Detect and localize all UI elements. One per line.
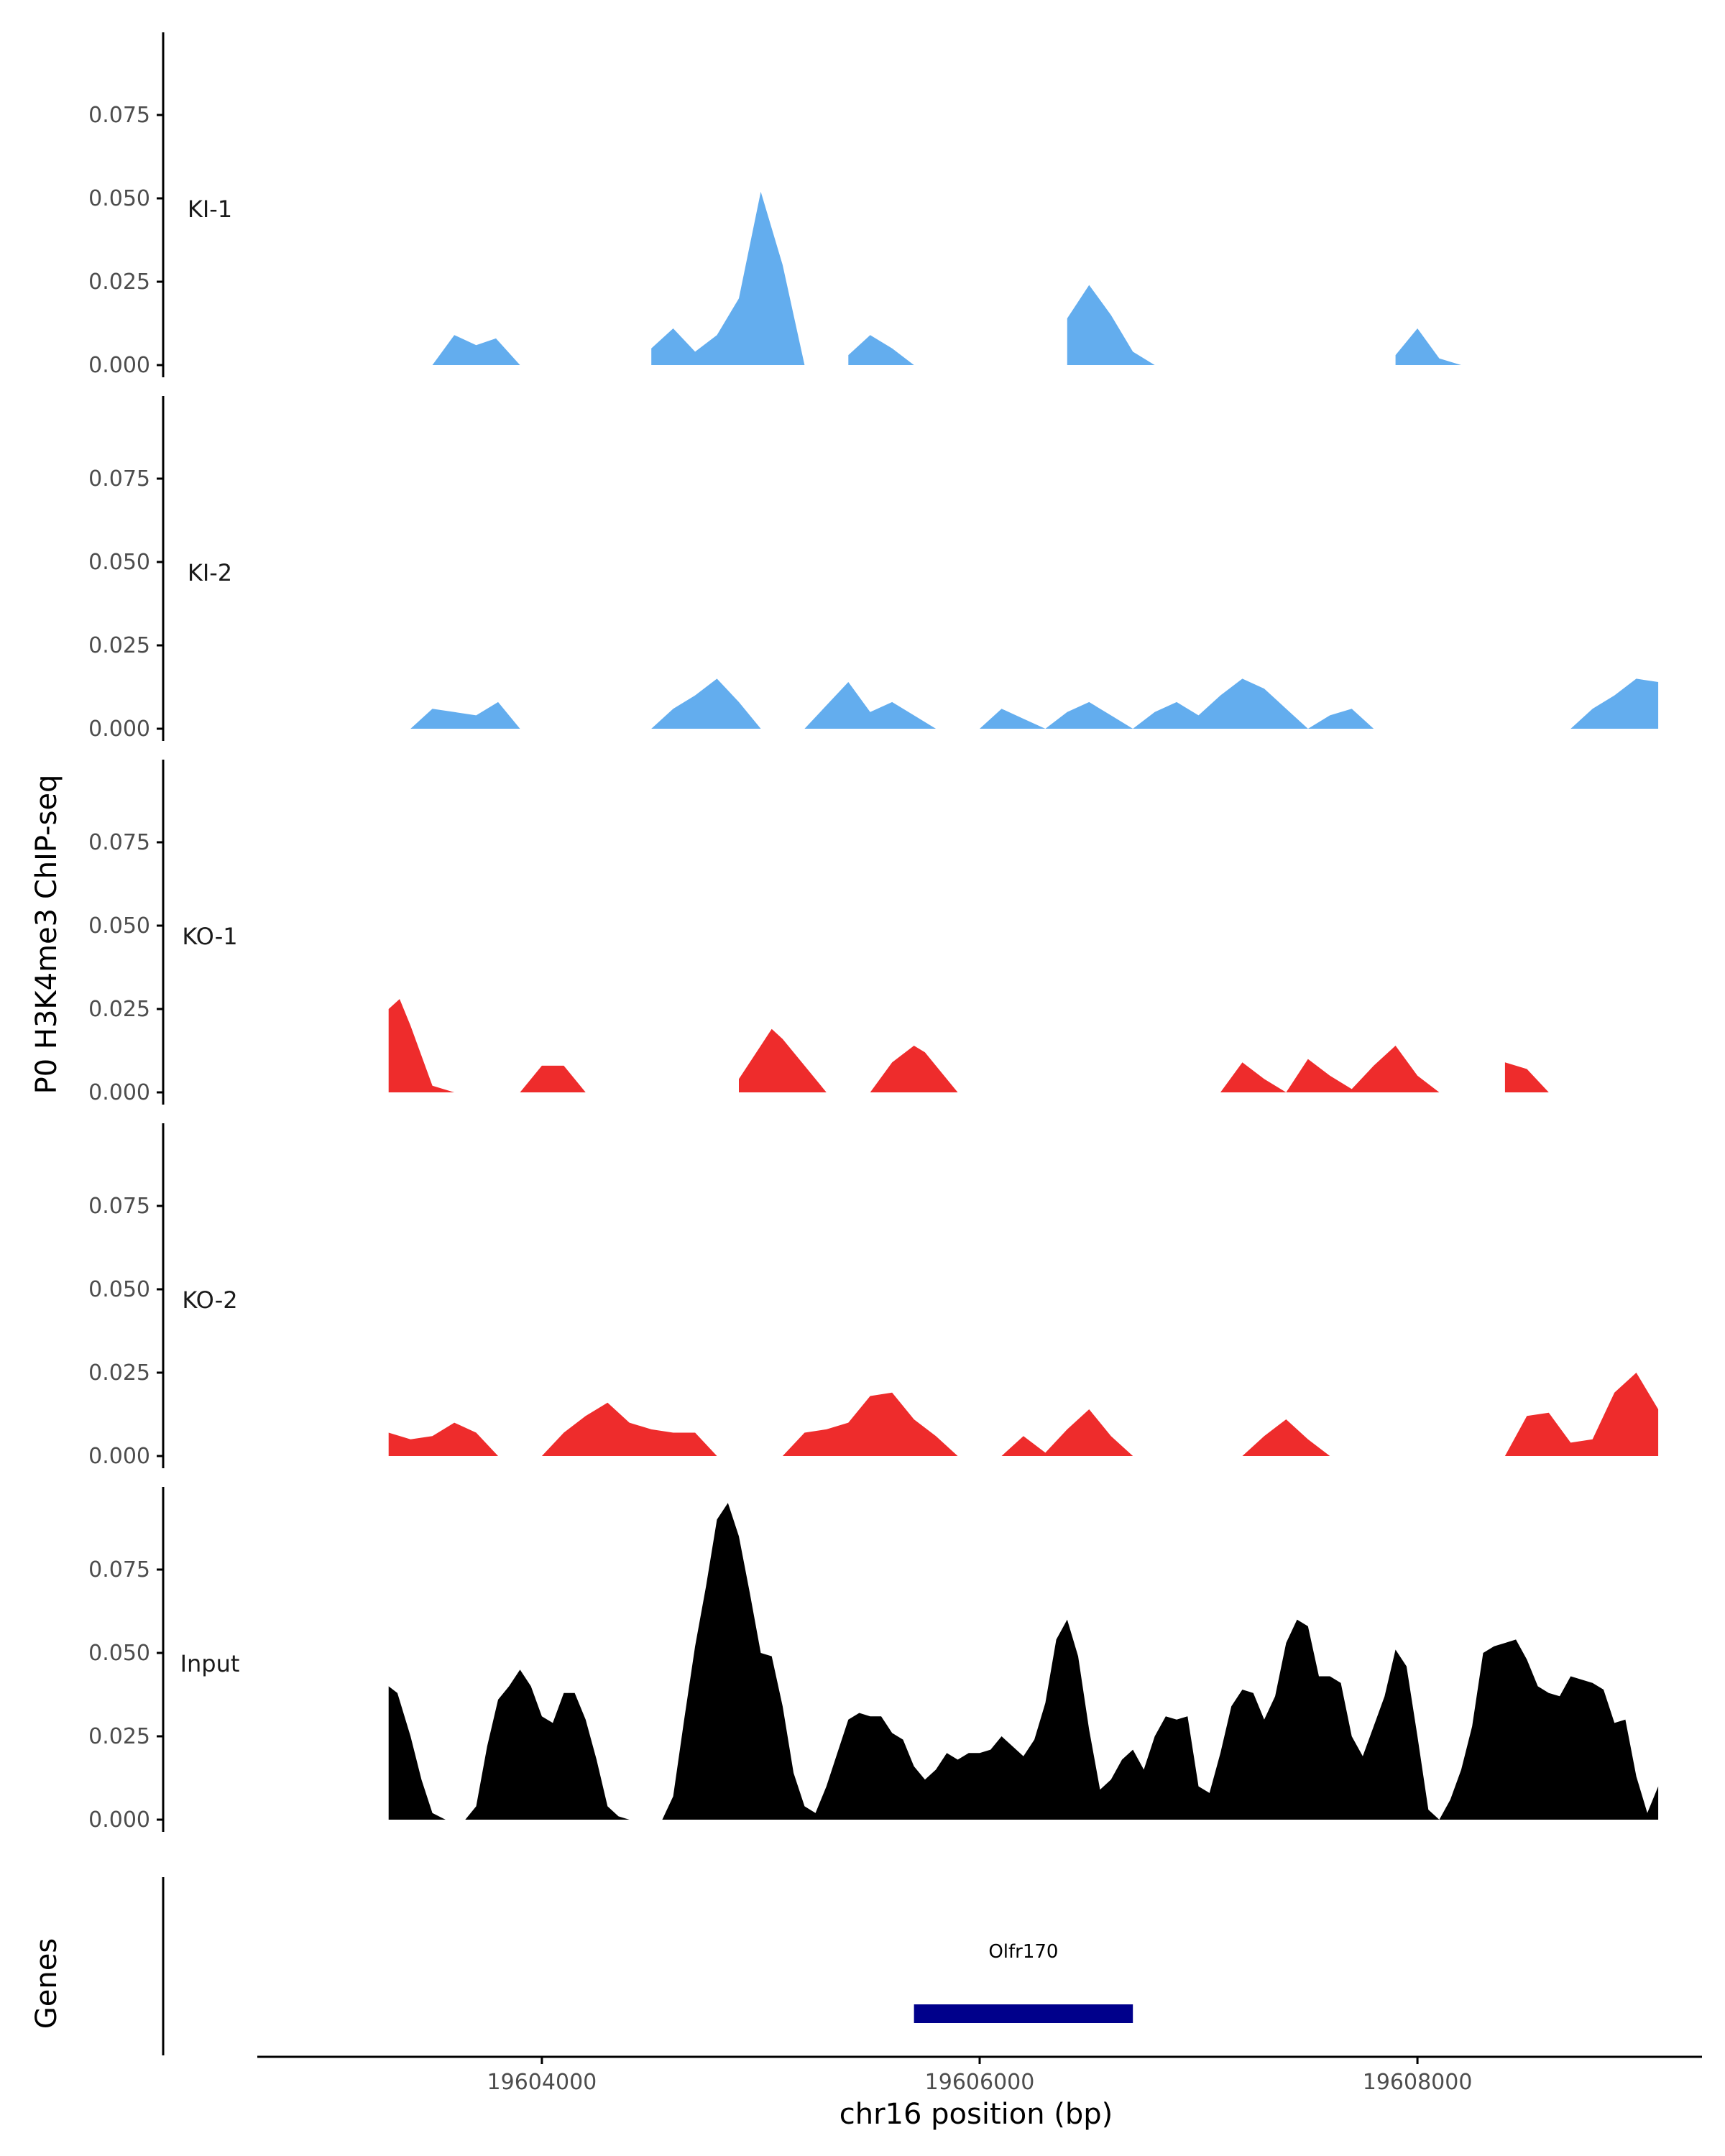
genes-panel: Olfr170	[162, 1877, 1133, 2055]
signal-peak	[1504, 1062, 1549, 1092]
signal-peak	[980, 678, 1374, 729]
signal-peak	[388, 1422, 498, 1456]
signal-peak	[870, 1046, 958, 1092]
track-label: Input	[180, 1650, 240, 1677]
track-ko-1: 0.000 0.025 0.050 0.075 KO-1	[88, 760, 1549, 1105]
y-tick-label: 0.050	[88, 1641, 150, 1666]
signal-peak	[1570, 678, 1659, 729]
signal-peak	[410, 701, 520, 729]
y-tick-label: 0.075	[88, 830, 150, 855]
y-tick-label: 0.025	[88, 1724, 150, 1749]
y-tick-label: 0.025	[88, 997, 150, 1022]
signal-peak	[465, 1669, 630, 1820]
y-tick-label: 0.000	[88, 1080, 150, 1105]
tracks-layer: 0.0000.0250.0500.075KI-10.0000.0250.0500…	[88, 32, 1659, 1833]
gene-body	[914, 2004, 1133, 2023]
signal-peak	[804, 682, 937, 729]
y-tick-label: 0.075	[88, 1557, 150, 1583]
signal-peak	[848, 335, 914, 365]
y-tick-label: 0.025	[88, 270, 150, 295]
y-tick-label: 0.000	[88, 717, 150, 742]
y-tick-label: 0.000	[88, 1444, 150, 1469]
gene-label: Olfr170	[988, 1941, 1058, 1963]
signal-peak	[1504, 1373, 1659, 1456]
y-tick-label: 0.000	[88, 353, 150, 378]
signal-peak	[1395, 328, 1461, 365]
x-tick-label: 19608000	[1363, 2070, 1473, 2095]
signal-peak	[782, 1392, 958, 1456]
y-tick-label: 0.075	[88, 1194, 150, 1219]
track-label: KO-2	[182, 1286, 237, 1314]
y-tick-label: 0.050	[88, 186, 150, 211]
signal-peak	[1242, 1419, 1330, 1456]
y-tick-label: 0.075	[88, 466, 150, 492]
signal-peak	[432, 335, 520, 365]
genes-axis-title: Genes	[30, 1938, 63, 2029]
track-ki-2: 0.000 0.025 0.050 0.075 KI-2	[88, 396, 1659, 742]
y-tick-label: 0.025	[88, 633, 150, 658]
signal-peak	[1220, 1046, 1440, 1092]
signal-peak	[388, 1686, 446, 1820]
track-label: KO-1	[182, 923, 237, 950]
y-tick-label: 0.050	[88, 913, 150, 939]
signal-peak	[662, 1503, 1659, 1820]
y-tick-label: 0.050	[88, 550, 150, 575]
x-axis: 19604000 19606000 19608000	[257, 2055, 1702, 2095]
track-label: KI-2	[188, 559, 232, 586]
x-tick-label: 19604000	[487, 2070, 597, 2095]
signal-peak	[739, 1028, 827, 1092]
track-input: 0.000 0.025 0.050 0.075 Input	[88, 1487, 1659, 1833]
x-tick-label: 19606000	[925, 2070, 1035, 2095]
x-axis-title: chr16 position (bp)	[840, 2098, 1113, 2131]
signal-peak	[541, 1402, 717, 1456]
signal-peak	[651, 191, 805, 365]
y-tick-label: 0.000	[88, 1807, 150, 1833]
signal-peak	[1067, 285, 1155, 365]
signal-peak	[1001, 1409, 1133, 1456]
track-ko-2: 0.000 0.025 0.050 0.075 KO-2	[88, 1123, 1659, 1469]
signal-peak	[388, 999, 455, 1092]
y-tick-label: 0.025	[88, 1360, 150, 1386]
y-tick-label: 0.075	[88, 103, 150, 128]
track-label: KI-1	[188, 195, 232, 223]
track-ki-1: 0.000 0.025 0.050 0.075 KI-1	[88, 32, 1461, 378]
y-tick-label: 0.050	[88, 1277, 150, 1302]
y-axis-title: P0 H3K4me3 ChIP-seq	[30, 775, 63, 1095]
signal-peak	[520, 1065, 586, 1092]
signal-peak	[651, 678, 761, 729]
